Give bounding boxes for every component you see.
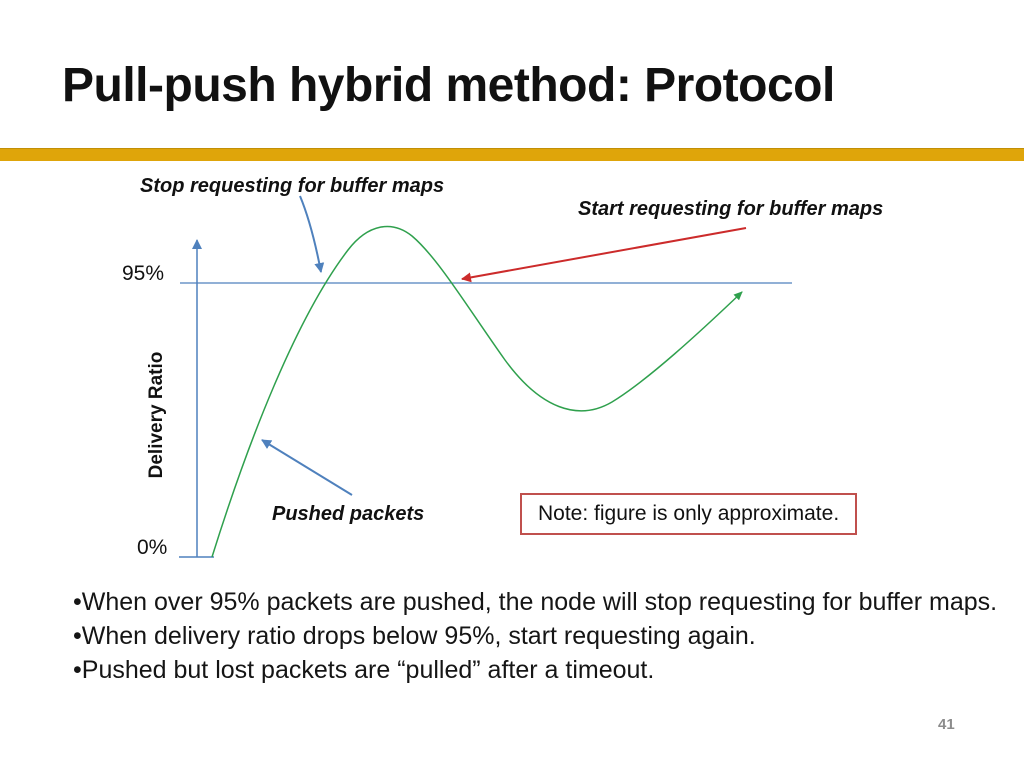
delivery-ratio-diagram: Stop requesting for buffer maps Start re… [0, 170, 1024, 570]
bullet-item: When over 95% packets are pushed, the no… [73, 585, 1021, 619]
bullet-list: When over 95% packets are pushed, the no… [73, 585, 1021, 687]
pushed-packets-label: Pushed packets [272, 503, 425, 525]
bullet-item: When delivery ratio drops below 95%, sta… [73, 619, 1021, 653]
start-annotation-arrow [461, 227, 747, 283]
page-number: 41 [938, 716, 955, 733]
pushed-annotation-arrow [261, 439, 353, 496]
start-requesting-label: Start requesting for buffer maps [578, 198, 884, 220]
approximate-note-box: Note: figure is only approximate. [520, 493, 858, 535]
y-axis-title: Delivery Ratio [146, 351, 167, 479]
delivery-ratio-curve [211, 225, 743, 558]
y-95-label: 95% [122, 262, 165, 285]
stop-annotation-arrow [299, 195, 325, 273]
slide-title: Pull-push hybrid method: Protocol [62, 59, 835, 112]
title-accent-bar [0, 148, 1024, 161]
diagram-canvas [179, 195, 792, 558]
bullet-item: Pushed but lost packets are “pulled” aft… [73, 653, 1021, 687]
y-0-label: 0% [137, 536, 168, 559]
stop-requesting-label: Stop requesting for buffer maps [140, 175, 445, 197]
